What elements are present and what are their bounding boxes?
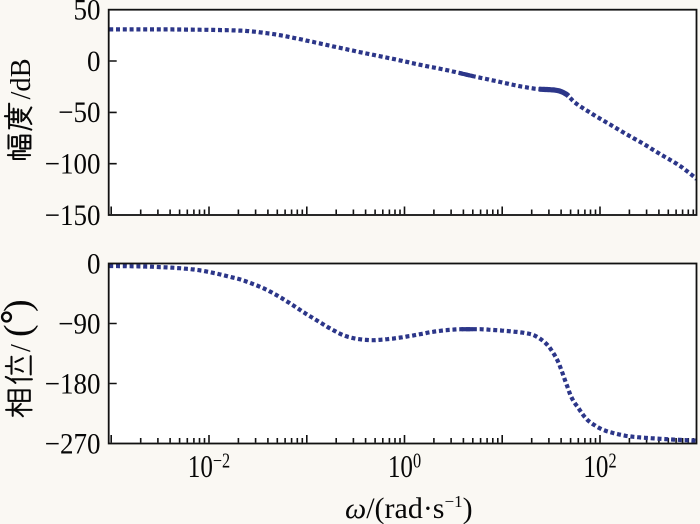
svg-text:/dB: /dB <box>6 58 37 99</box>
svg-text:−100: −100 <box>45 148 101 181</box>
svg-text:−90: −90 <box>58 308 100 341</box>
svg-text:−150: −150 <box>45 200 101 233</box>
svg-text:−50: −50 <box>58 97 100 130</box>
svg-text:50: 50 <box>74 0 101 27</box>
svg-text:ω/(rad·s−1): ω/(rad·s−1) <box>345 492 473 524</box>
svg-text:−270: −270 <box>45 428 101 461</box>
svg-text:/: / <box>6 344 37 352</box>
svg-text:0: 0 <box>87 46 101 79</box>
svg-text:102: 102 <box>583 449 616 485</box>
svg-text:10−2: 10−2 <box>188 449 230 485</box>
svg-text:(: ( <box>0 324 39 337</box>
svg-text:100: 100 <box>388 449 421 485</box>
svg-text:0: 0 <box>87 248 101 281</box>
svg-text:−180: −180 <box>45 368 101 401</box>
svg-text:): ) <box>0 299 39 312</box>
